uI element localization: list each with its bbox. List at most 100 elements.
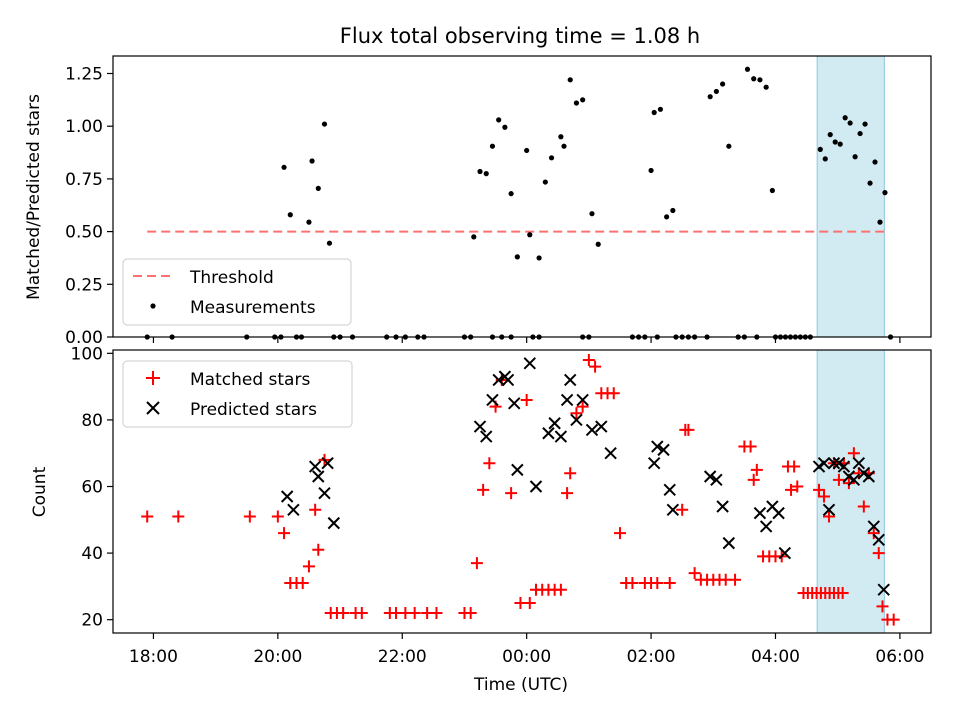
matched-star-marker <box>747 473 760 486</box>
matched-star-marker <box>554 583 567 596</box>
predicted-star-marker <box>703 470 717 483</box>
top-y-tick-label: 1.00 <box>65 117 103 137</box>
matched-star-marker <box>842 477 855 490</box>
measurement-point <box>651 109 657 116</box>
matched-legend-marker <box>146 371 160 385</box>
measurement-point <box>847 120 853 126</box>
matched-star-marker <box>505 487 518 500</box>
measurement-point <box>315 185 321 191</box>
measurement-point <box>713 88 719 95</box>
predicted-star-marker <box>554 430 568 443</box>
bottom-x-ticks: 18:00 20:00 22:00 00:00 02:00 04:00 06:00 <box>129 633 924 667</box>
matched-star-marker <box>464 607 477 620</box>
predicted-star-marker <box>753 506 767 520</box>
predicted-legend-marker <box>146 401 160 415</box>
bottom-shaded-interval <box>816 349 885 634</box>
bottom-y-tick-label: 100 <box>71 344 103 364</box>
bottom-y-tick-label: 60 <box>81 478 103 498</box>
matched-star-marker <box>271 510 284 523</box>
x-tick-label: 00:00 <box>502 647 551 667</box>
matched-star-marker <box>337 607 350 620</box>
measurement-point <box>542 179 548 185</box>
measurement-point <box>558 134 564 140</box>
predicted-star-marker <box>548 417 561 430</box>
predicted-stars-points <box>280 357 890 596</box>
measurement-point <box>548 155 555 161</box>
bottom-legend-box <box>122 360 353 428</box>
predicted-star-marker <box>523 357 536 370</box>
measurement-point <box>524 147 530 154</box>
matched-star-marker <box>832 473 845 486</box>
matched-star-marker <box>857 500 870 513</box>
bottom-panel: 20 40 60 80 100 18:00 20:00 22:00 00:00 02:00 04:… <box>30 344 932 695</box>
top-x-ticks <box>152 337 901 343</box>
predicted-star-marker <box>542 427 555 440</box>
measurement-point <box>842 115 848 121</box>
x-tick-label: 20:00 <box>253 647 302 667</box>
predicted-star-marker <box>847 473 861 487</box>
measurement-point <box>471 234 477 240</box>
predicted-star-marker <box>501 373 515 387</box>
predicted-star-marker <box>877 583 890 596</box>
predicted-star-marker <box>564 373 577 387</box>
top-plot-frame <box>112 55 932 338</box>
predicted-star-marker <box>817 456 831 470</box>
matched-star-marker <box>523 597 536 610</box>
measurement-point <box>648 167 654 174</box>
measurement-point <box>751 76 757 82</box>
predicted-star-marker <box>308 460 322 473</box>
top-panel: 0.00 0.25 0.50 0.75 1.00 1.25 Matched/Predict… <box>24 55 932 348</box>
predicted-star-marker <box>318 486 331 500</box>
matched-star-marker <box>682 423 695 436</box>
top-y-tick-label: 1.25 <box>65 64 103 84</box>
x-axis-label: Time (UTC) <box>473 675 568 695</box>
measurement-point <box>589 211 595 217</box>
predicted-star-marker <box>280 490 294 503</box>
measurement-point <box>309 158 315 164</box>
measurement-point <box>502 124 508 130</box>
top-y-ticks: 0.00 0.25 0.50 0.75 1.00 1.25 <box>65 64 113 348</box>
predicted-star-marker <box>852 456 866 470</box>
bottom-y-tick-label: 20 <box>81 611 103 631</box>
predicted-star-marker <box>287 503 300 517</box>
matched-star-marker <box>570 407 583 420</box>
matched-star-marker <box>141 510 154 523</box>
matched-star-marker <box>302 560 315 573</box>
matched-star-marker <box>788 460 801 473</box>
measurement-point <box>877 219 883 225</box>
top-legend: Threshold Measurements <box>122 258 352 326</box>
matched-star-marker <box>582 353 595 366</box>
top-shaded-interval <box>816 55 885 338</box>
matched-star-marker <box>876 600 889 613</box>
matched-star-marker <box>172 510 185 523</box>
matched-star-marker <box>872 547 885 560</box>
measurement-point <box>561 143 567 149</box>
matched-star-marker <box>296 577 309 590</box>
matched-star-marker <box>613 527 626 540</box>
measurement-point <box>867 180 873 186</box>
measurement-point <box>757 77 763 83</box>
predicted-star-marker <box>585 423 599 437</box>
matched-star-marker <box>483 457 496 470</box>
predicted-star-marker <box>508 397 521 410</box>
measurement-point <box>827 132 833 138</box>
top-y-tick-label: 0.50 <box>65 223 103 243</box>
bottom-y-tick-label: 40 <box>81 544 103 564</box>
measurement-point <box>707 94 713 100</box>
matched-star-marker <box>470 557 483 570</box>
measurement-point <box>862 121 868 127</box>
measurement-point <box>822 156 828 162</box>
measurement-point <box>657 106 664 112</box>
bottom-plot-frame <box>112 349 932 634</box>
measurement-point <box>306 219 312 225</box>
predicted-star-marker <box>759 520 773 533</box>
measurement-point <box>763 84 769 90</box>
measurement-point <box>321 121 328 127</box>
matched-stars-points <box>141 353 900 626</box>
matched-star-marker <box>744 440 757 453</box>
predicted-star-marker <box>647 456 661 470</box>
matched-star-marker <box>309 503 322 516</box>
measurement-point <box>872 159 878 165</box>
x-tick-label: 18:00 <box>129 647 178 667</box>
